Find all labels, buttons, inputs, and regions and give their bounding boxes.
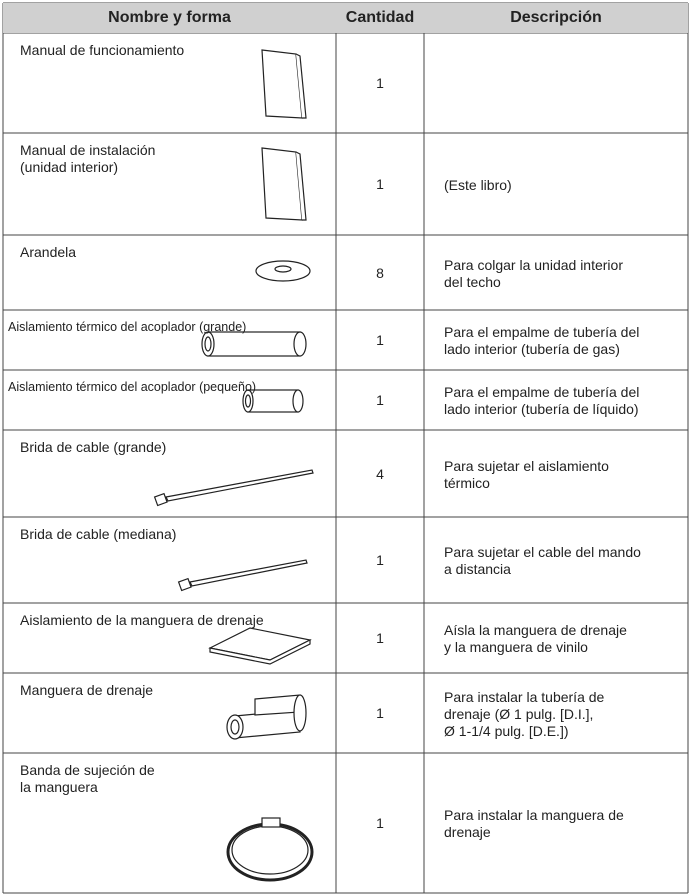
- item-name: Aislamiento térmico del acoplador (grand…: [8, 320, 247, 334]
- item-name: Banda de sujeción de: [20, 762, 155, 778]
- description: Aísla la manguera de drenaje: [444, 622, 627, 638]
- item-name: (unidad interior): [20, 159, 119, 175]
- description: a distancia: [444, 561, 511, 577]
- quantity: 1: [376, 705, 384, 721]
- description: Para el empalme de tubería del: [444, 384, 640, 400]
- quantity: 1: [376, 392, 384, 408]
- header-cell: Cantidad: [345, 9, 415, 26]
- description: Ø 1-1/4 pulg. [D.E.]): [444, 722, 569, 739]
- description: Para sujetar el aislamiento: [444, 457, 609, 474]
- icons: [153, 49, 314, 882]
- item-name: Manual de instalación: [20, 142, 156, 158]
- description: lado interior (tubería de gas): [444, 341, 620, 357]
- item-name: Manual de funcionamiento: [20, 42, 185, 58]
- quantity: 1: [376, 630, 384, 646]
- description: Para instalar la manguera de: [444, 807, 624, 823]
- item-name: Brida de cable (grande): [20, 439, 167, 455]
- description: lado interior (tubería de líquido): [444, 401, 639, 417]
- description: drenaje: [444, 824, 491, 840]
- quantity: 1: [376, 552, 384, 568]
- description: Para el empalme de tubería del: [444, 324, 640, 340]
- quantity: 1: [376, 815, 384, 831]
- quantity: 1: [376, 332, 384, 348]
- description: térmico: [444, 474, 490, 491]
- item-name: Aislamiento térmico del acoplador (peque…: [8, 380, 257, 394]
- description: Para instalar la tubería de: [444, 688, 605, 705]
- item-name: Arandela: [20, 244, 77, 260]
- description: Para sujetar el cable del mando: [444, 544, 641, 560]
- description: (Este libro): [444, 176, 512, 193]
- header-background: [3, 3, 688, 33]
- quantity: 8: [376, 264, 384, 281]
- description: drenaje (Ø 1 pulg. [D.I.],: [444, 705, 594, 722]
- quantity: 1: [376, 176, 384, 192]
- item-name: Brida de cable (mediana): [20, 526, 177, 542]
- item-name: la manguera: [20, 779, 98, 795]
- item-name: Aislamiento de la manguera de drenaje: [20, 612, 264, 628]
- header-cell: Nombre y forma: [108, 9, 231, 26]
- quantity: 4: [376, 465, 384, 482]
- item-name: Manguera de drenaje: [20, 682, 154, 698]
- quantity: 1: [376, 75, 384, 91]
- description: Para colgar la unidad interior: [444, 256, 623, 273]
- description: del techo: [444, 273, 501, 290]
- header-cell: Descripción: [510, 9, 602, 26]
- description: y la manguera de vinilo: [444, 639, 588, 655]
